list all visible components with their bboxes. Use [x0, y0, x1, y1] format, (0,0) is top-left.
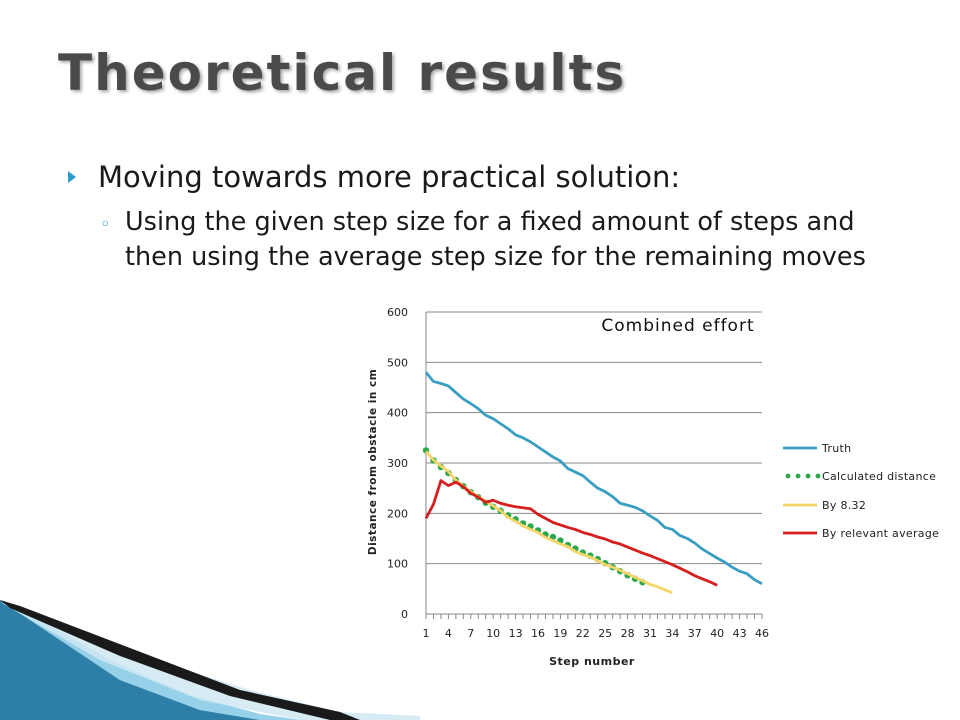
- x-tick-label: 1: [423, 627, 430, 640]
- x-tick-label: 16: [531, 627, 545, 640]
- legend-swatch-dot: [805, 473, 811, 479]
- triangle-bullet-icon: [68, 171, 76, 183]
- slide-title: Theoretical results: [58, 44, 627, 102]
- legend-label: By 8.32: [822, 499, 866, 512]
- legend-label: Calculated distance: [822, 470, 936, 483]
- x-tick-label: 28: [621, 627, 635, 640]
- y-tick-labels: 0 100 200 300 400 500 600: [387, 306, 408, 621]
- chart-title: Combined effort: [601, 316, 754, 336]
- legend-label: Truth: [821, 442, 851, 455]
- x-tick-label: 25: [598, 627, 612, 640]
- y-axis-label: Distance from obstacle in cm: [367, 369, 379, 555]
- y-tick-label: 0: [401, 608, 408, 621]
- line-chart: 0 100 200 300 400 500 600 1 4 7 10 13 16 19 22 25 28 31 3…: [360, 300, 960, 680]
- x-axis-label: Step number: [549, 655, 635, 668]
- y-tick-label: 100: [387, 558, 408, 571]
- x-tick-label: 46: [755, 627, 769, 640]
- x-tick-label: 7: [467, 627, 474, 640]
- decorative-corner-swoosh: [0, 600, 420, 720]
- x-tick-label: 13: [509, 627, 523, 640]
- series-line-by-relevant-average: [424, 479, 718, 587]
- x-tick-label: 10: [486, 627, 500, 640]
- x-tick-label: 19: [553, 627, 567, 640]
- legend-swatch-dot: [795, 473, 801, 479]
- circle-bullet-icon: ◦: [100, 214, 111, 235]
- chart-axes: [425, 312, 763, 619]
- y-tick-label: 400: [387, 407, 408, 420]
- corner-pale-shape: [0, 602, 420, 720]
- legend-swatch-dot: [815, 473, 821, 479]
- bullet-level-2: ◦ Using the given step size for a fixed …: [100, 205, 880, 275]
- x-tick-label: 4: [445, 627, 452, 640]
- x-tick-label: 22: [576, 627, 590, 640]
- chart-background: [360, 300, 960, 680]
- series-line-truth: [424, 371, 763, 586]
- y-tick-label: 500: [387, 356, 408, 369]
- legend-label: By relevant average: [822, 527, 939, 540]
- bullet-level-1-text: Moving towards more practical solution:: [98, 160, 681, 194]
- y-tick-label: 200: [387, 507, 408, 520]
- bullet-level-2-text: Using the given step size for a fixed am…: [125, 207, 866, 272]
- x-tick-label: 31: [643, 627, 657, 640]
- bullet-level-1: Moving towards more practical solution:: [68, 160, 680, 194]
- x-tick-labels: 1 4 7 10 13 16 19 22 25 28 31 34 37 40 43 46: [423, 627, 770, 640]
- chart-legend: Truth Calculated distance By 8.32 By releva…: [783, 442, 939, 540]
- x-tick-label: 40: [710, 627, 724, 640]
- y-tick-label: 600: [387, 306, 408, 319]
- y-tick-label: 300: [387, 457, 408, 470]
- chart-svg: 0 100 200 300 400 500 600 1 4 7 10 13 16 19 22 25 28 31 3…: [360, 300, 960, 680]
- x-tick-label: 37: [688, 627, 702, 640]
- legend-swatch-dot: [785, 473, 791, 479]
- x-tick-label: 34: [665, 627, 679, 640]
- chart-series: [422, 371, 763, 595]
- x-tick-label: 43: [733, 627, 747, 640]
- corner-blue-shape: [0, 600, 260, 720]
